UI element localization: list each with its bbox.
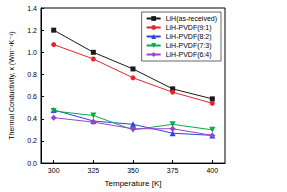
svg-text:LiH-PVDF(7:3): LiH-PVDF(7:3) <box>166 42 212 50</box>
svg-text:325: 325 <box>88 167 100 174</box>
svg-text:0.0: 0.0 <box>27 160 37 167</box>
svg-text:LiH(as-received): LiH(as-received) <box>166 15 217 23</box>
svg-text:LiH-PVDF(9:1): LiH-PVDF(9:1) <box>166 24 212 32</box>
svg-text:1.2: 1.2 <box>27 27 37 34</box>
svg-text:375: 375 <box>167 167 179 174</box>
svg-text:0.2: 0.2 <box>27 137 37 144</box>
svg-text:0.6: 0.6 <box>27 93 37 100</box>
svg-text:350: 350 <box>127 167 139 174</box>
svg-text:LiH-PVDF(6:4): LiH-PVDF(6:4) <box>166 51 212 59</box>
svg-text:LiH-PVDF(8:2): LiH-PVDF(8:2) <box>166 33 212 41</box>
svg-text:300: 300 <box>48 167 60 174</box>
svg-text:1.4: 1.4 <box>27 5 37 12</box>
svg-text:0.8: 0.8 <box>27 71 37 78</box>
svg-text:Thermal Conductivity, κ (Wm⁻¹K: Thermal Conductivity, κ (Wm⁻¹K⁻¹) <box>8 31 16 139</box>
svg-text:1.0: 1.0 <box>27 49 37 56</box>
svg-text:0.4: 0.4 <box>27 115 37 122</box>
svg-text:Temperature [K]: Temperature [K] <box>105 179 162 188</box>
svg-text:400: 400 <box>206 167 218 174</box>
